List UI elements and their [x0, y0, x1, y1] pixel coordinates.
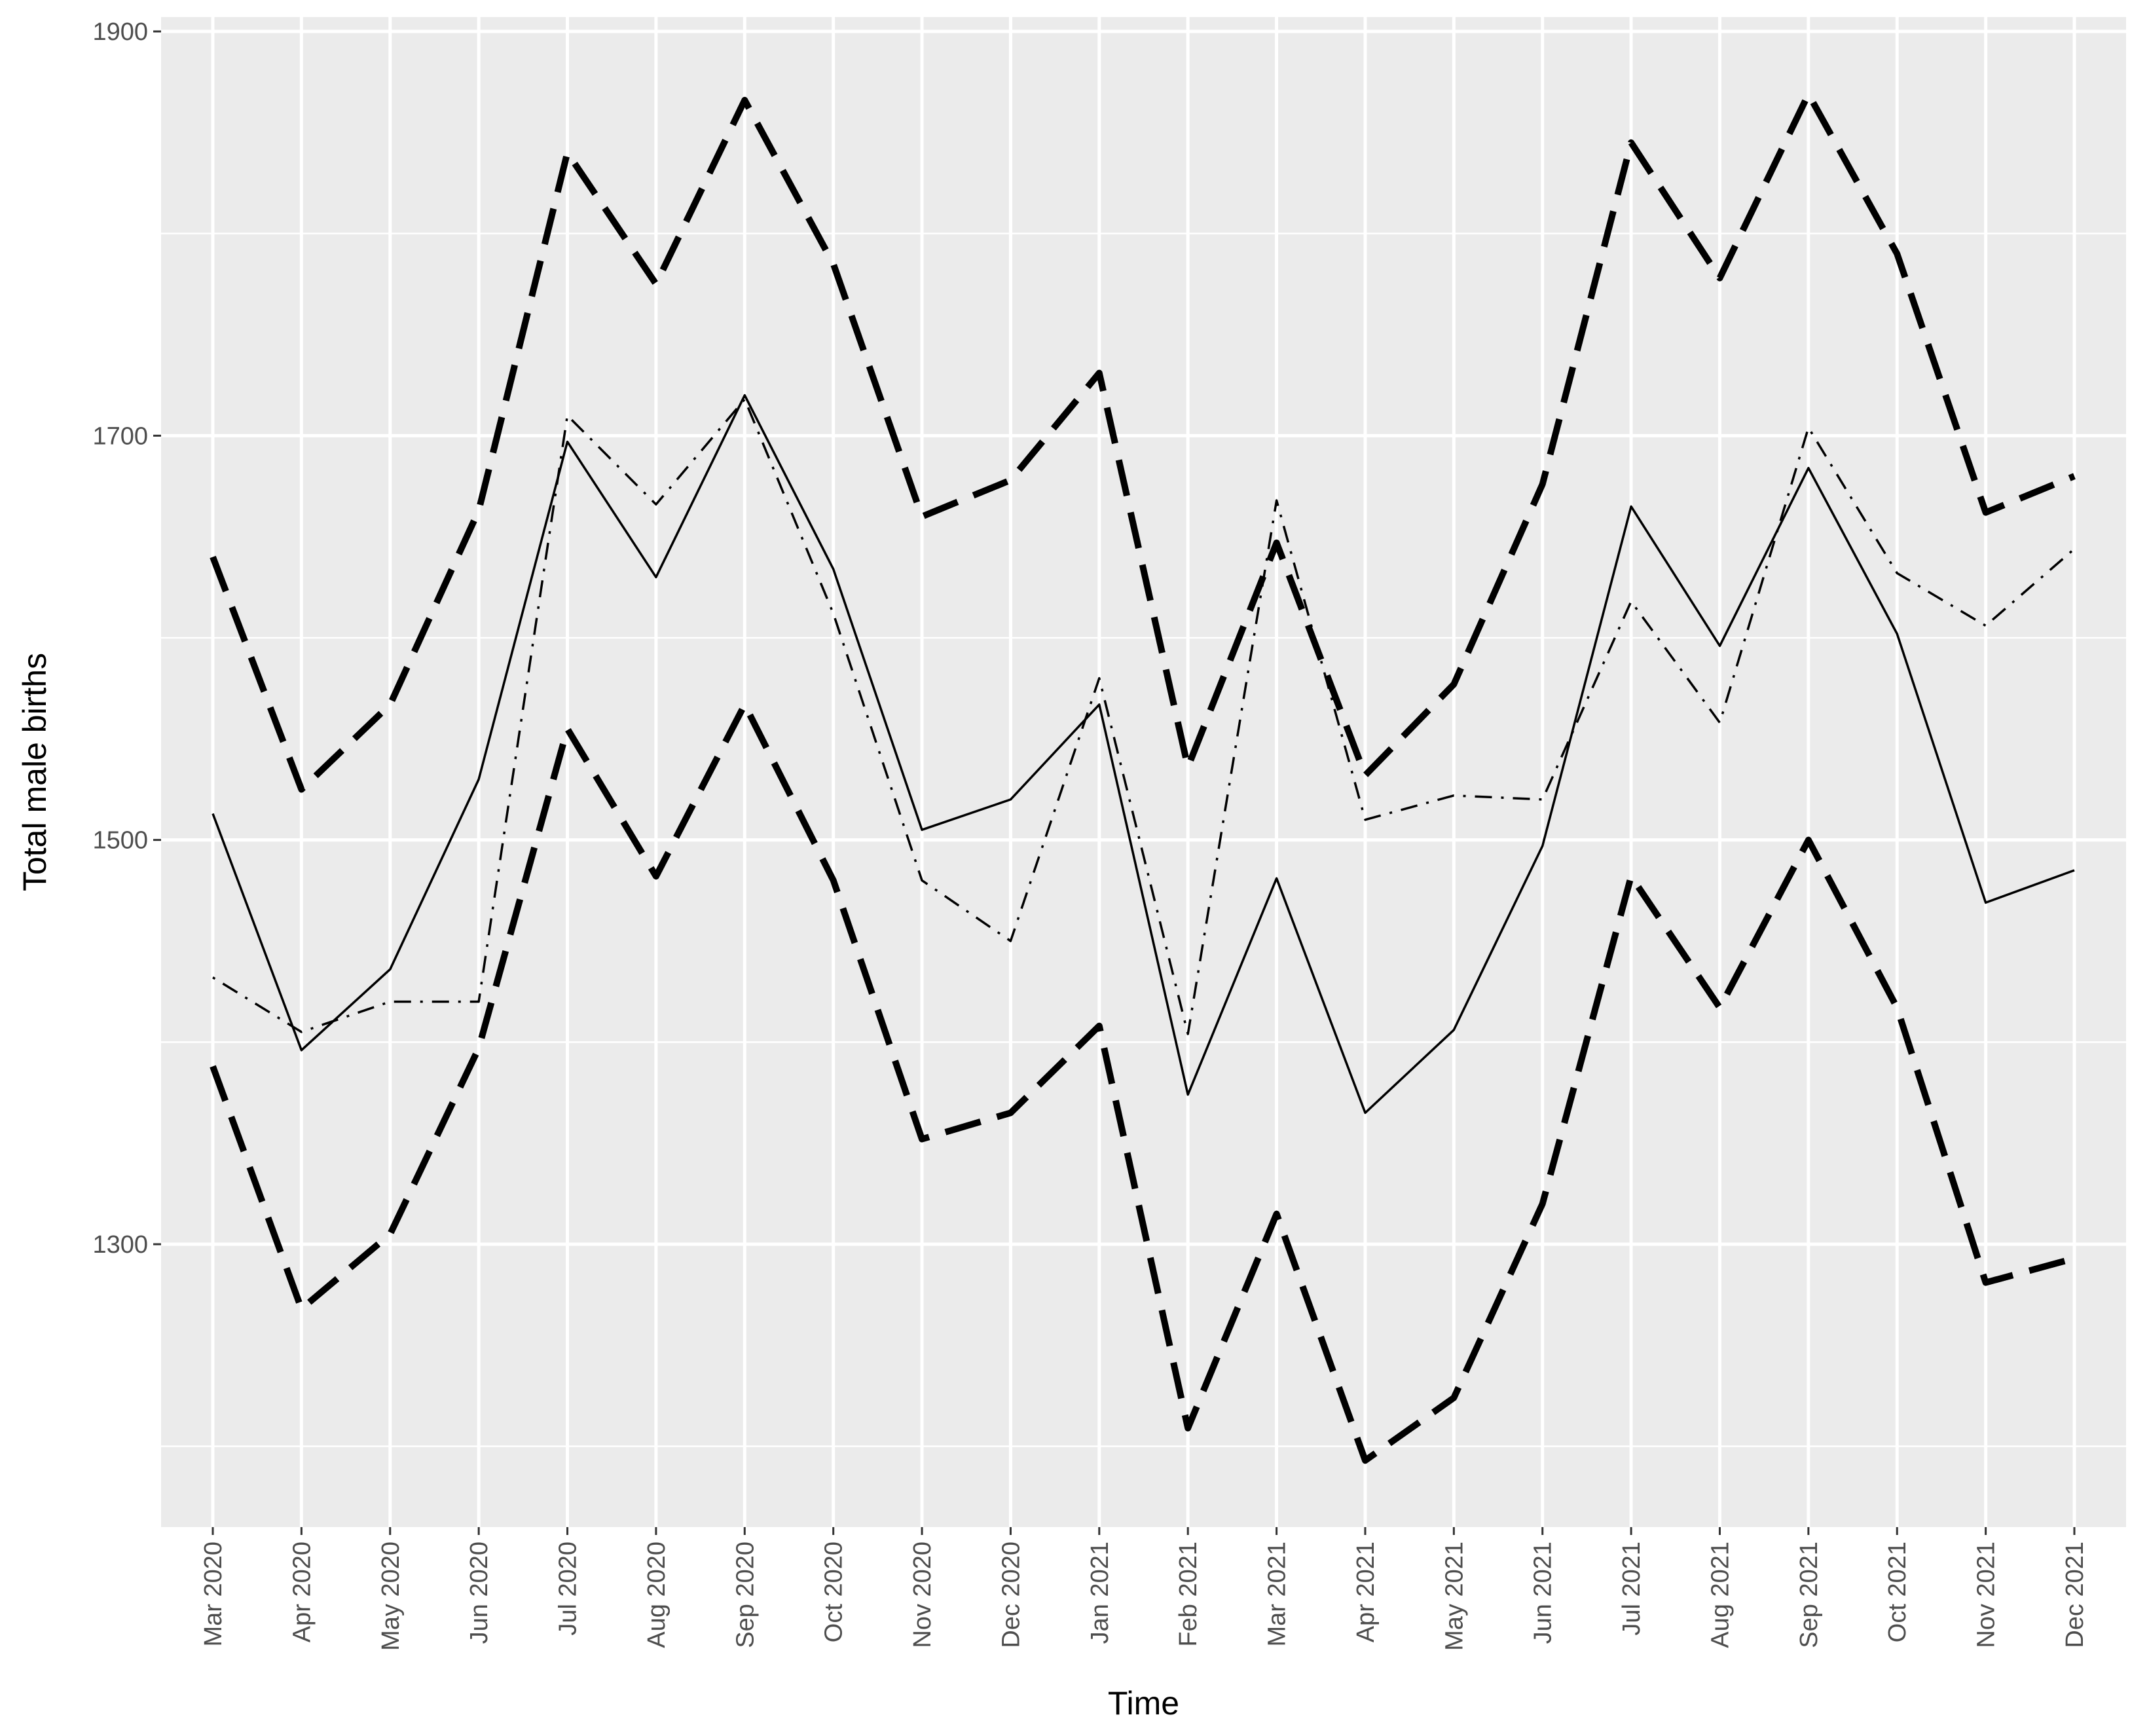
x-tick-label: Jul 2020 — [555, 1542, 582, 1636]
x-tick-label: Sep 2020 — [731, 1542, 759, 1648]
x-tick-label: Feb 2021 — [1175, 1542, 1202, 1647]
x-tick-label: Oct 2021 — [1884, 1542, 1911, 1642]
x-tick-label: Jun 2021 — [1530, 1542, 1557, 1644]
x-tick-label: May 2021 — [1441, 1542, 1468, 1651]
y-tick-label: 1900 — [92, 18, 148, 46]
y-axis: 1300 1500 1700 1900 — [92, 18, 161, 1259]
x-tick-label: Nov 2021 — [1973, 1542, 2000, 1648]
x-axis: Mar 2020 Apr 2020 May 2020 Jun 2020 Jul 2020… — [200, 1527, 2089, 1651]
x-tick-label: Apr 2021 — [1352, 1542, 1380, 1642]
x-tick-label: Jun 2020 — [466, 1542, 493, 1644]
x-tick-label: Apr 2020 — [288, 1542, 316, 1642]
x-tick-label: Sep 2021 — [1795, 1542, 1823, 1648]
y-tick-label: 1500 — [92, 827, 148, 855]
x-tick-label: Aug 2021 — [1706, 1542, 1734, 1648]
series-line-2 — [212, 398, 2076, 1035]
series-line-4 — [210, 701, 2076, 1464]
x-tick-label: Dec 2020 — [997, 1542, 1025, 1648]
series-line-3 — [210, 90, 2076, 793]
x-tick-label: Jan 2021 — [1086, 1542, 1114, 1644]
y-tick-label: 1300 — [92, 1231, 148, 1259]
series-line-1 — [211, 394, 2075, 1115]
x-tick-label: Dec 2021 — [2061, 1542, 2089, 1648]
x-tick-label: Jul 2021 — [1618, 1542, 1645, 1636]
x-axis-title: Time — [1108, 1685, 1179, 1722]
x-tick-label: Aug 2020 — [643, 1542, 670, 1648]
panel-background — [161, 17, 2126, 1527]
y-tick-label: 1700 — [92, 422, 148, 450]
minor-gridlines — [161, 232, 2126, 1447]
x-tick-label: Nov 2020 — [909, 1542, 936, 1648]
x-tick-label: May 2020 — [377, 1542, 405, 1651]
series-layer — [210, 90, 2076, 1464]
x-tick-label: Oct 2020 — [820, 1542, 848, 1642]
x-tick-label: Mar 2021 — [1264, 1542, 1291, 1647]
y-axis-title: Total male births — [16, 653, 53, 891]
x-tick-label: Mar 2020 — [200, 1542, 227, 1647]
